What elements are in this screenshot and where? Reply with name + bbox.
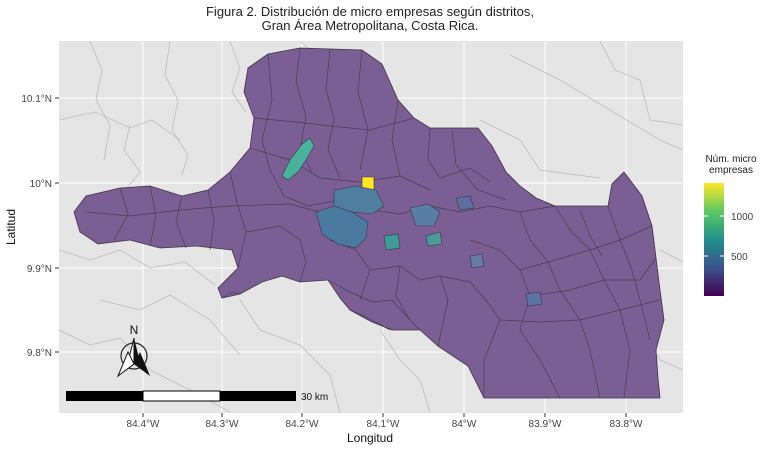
y-tick-label: 10°N xyxy=(30,179,52,190)
legend-title: Núm. micro empresas xyxy=(698,154,764,176)
district-blue-central xyxy=(333,185,385,215)
district-blue-small xyxy=(455,195,475,211)
legend-tick-label: 1000 xyxy=(731,212,754,223)
district-blue-south xyxy=(525,291,543,307)
y-tick-label: 9.9°N xyxy=(27,264,52,275)
figure-title-line2: Gran Área Metropolitana, Costa Rica. xyxy=(261,18,479,33)
x-tick-label: 84.1°W xyxy=(367,419,400,430)
x-axis-title: Longitud xyxy=(347,431,393,445)
district-teal xyxy=(281,137,315,181)
legend-tick-label: 500 xyxy=(731,252,748,263)
x-tick-label: 84.2°W xyxy=(286,419,319,430)
gam-districts xyxy=(73,47,665,399)
x-tick-label: 84°W xyxy=(452,419,477,430)
legend-title-line1: Núm. micro xyxy=(705,154,757,165)
gam-region xyxy=(73,47,665,399)
north-arrow xyxy=(116,337,150,378)
district-blue-mid xyxy=(469,253,485,269)
axis-ticks xyxy=(55,97,627,417)
legend-title-line2: empresas xyxy=(709,165,753,176)
y-tick-label: 9.8°N xyxy=(27,348,52,359)
y-tick-label: 10.1°N xyxy=(21,94,52,105)
figure-title-line1: Figura 2. Distribución de micro empresas… xyxy=(205,4,535,19)
legend: 1000 500 xyxy=(704,183,754,296)
north-arrow-label: N xyxy=(130,323,139,337)
district-blue-east xyxy=(409,203,441,227)
x-tick-label: 84.3°W xyxy=(206,419,239,430)
y-axis-title: Latitud xyxy=(4,209,18,245)
scale-bar-label: 30 km xyxy=(301,392,328,403)
district-teal-east xyxy=(425,231,443,247)
legend-colorbar xyxy=(704,183,724,296)
scale-bar xyxy=(66,390,296,402)
district-teal-small xyxy=(383,233,401,251)
x-tick-label: 83.9°W xyxy=(529,419,562,430)
x-tick-label: 84.4°W xyxy=(127,419,160,430)
x-tick-label: 83.8°W xyxy=(610,419,643,430)
